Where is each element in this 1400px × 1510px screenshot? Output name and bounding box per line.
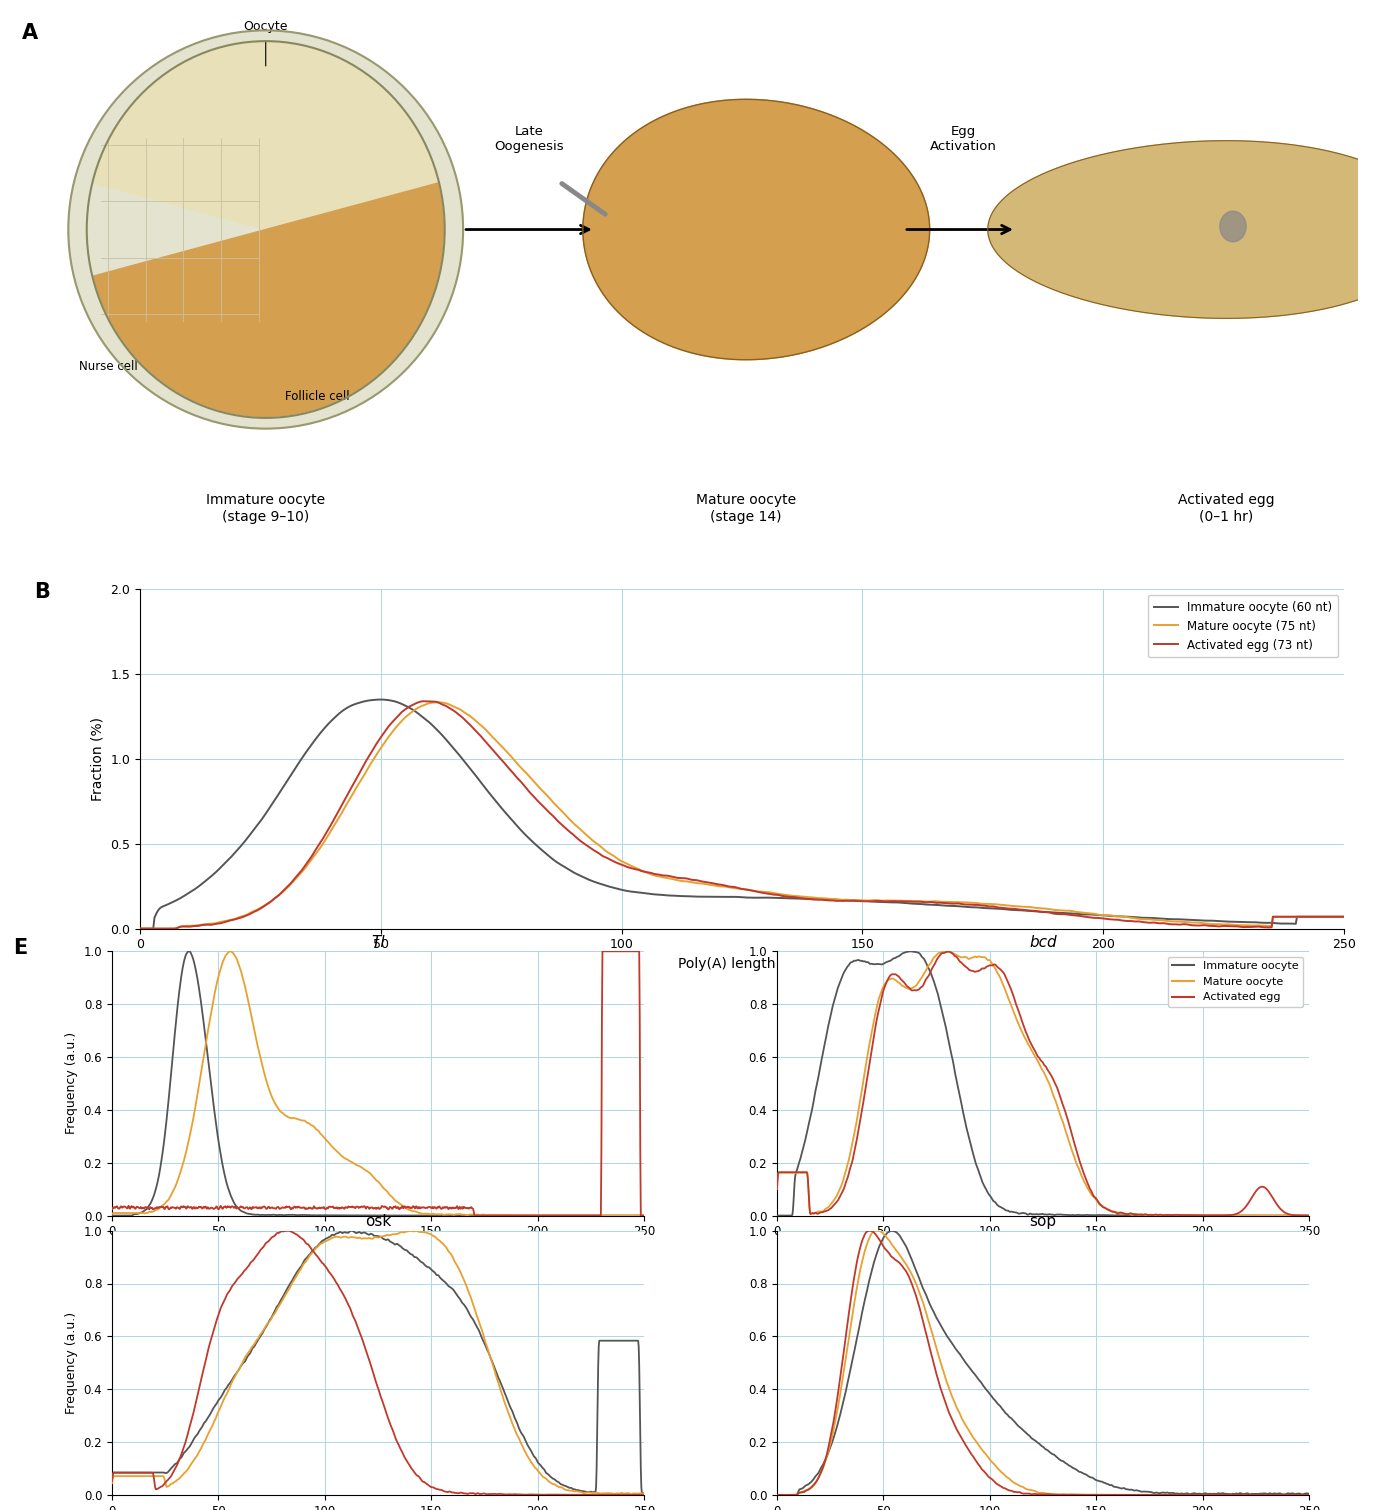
Polygon shape <box>988 140 1400 319</box>
Ellipse shape <box>69 30 463 429</box>
Mature oocyte (75 nt) <box>1071 903 1088 921</box>
Mature oocyte (75 nt) <box>428 693 445 711</box>
Activated egg (73 nt) <box>414 692 431 710</box>
Circle shape <box>1219 211 1246 242</box>
Text: E: E <box>13 938 27 957</box>
Y-axis label: Fraction (%): Fraction (%) <box>91 717 105 800</box>
Text: Egg
Activation: Egg Activation <box>930 125 997 153</box>
Title: osk: osk <box>365 1214 391 1229</box>
Immature oocyte (60 nt) <box>664 886 680 904</box>
Mature oocyte (75 nt) <box>1093 906 1110 924</box>
Text: Late
Oogenesis: Late Oogenesis <box>494 125 564 153</box>
Immature oocyte (60 nt) <box>1071 904 1088 923</box>
Legend: Immature oocyte, Mature oocyte, Activated egg: Immature oocyte, Mature oocyte, Activate… <box>1168 957 1303 1007</box>
Activated egg (73 nt) <box>1093 909 1110 927</box>
Activated egg (73 nt) <box>255 898 272 917</box>
Activated egg (73 nt) <box>132 920 148 938</box>
Text: A: A <box>22 23 38 42</box>
Mature oocyte (75 nt) <box>255 897 272 915</box>
Immature oocyte (60 nt) <box>620 882 637 900</box>
X-axis label: Poly(A) length (nt): Poly(A) length (nt) <box>679 957 805 971</box>
Legend: Immature oocyte (60 nt), Mature oocyte (75 nt), Activated egg (73 nt): Immature oocyte (60 nt), Mature oocyte (… <box>1148 595 1338 657</box>
Activated egg (73 nt) <box>620 858 637 876</box>
Title: bcd: bcd <box>1029 935 1057 950</box>
Line: Activated egg (73 nt): Activated egg (73 nt) <box>140 701 1344 929</box>
Mature oocyte (75 nt) <box>620 855 637 873</box>
Immature oocyte (60 nt) <box>372 690 389 708</box>
Y-axis label: Frequency (a.u.): Frequency (a.u.) <box>64 1033 78 1134</box>
Activated egg (73 nt) <box>959 895 976 914</box>
Text: Nurse cell: Nurse cell <box>78 359 137 373</box>
Immature oocyte (60 nt) <box>959 898 976 917</box>
Immature oocyte (60 nt) <box>1093 906 1110 924</box>
Title: Tl: Tl <box>371 935 385 950</box>
Activated egg (73 nt) <box>664 867 680 885</box>
Immature oocyte (60 nt) <box>1336 908 1352 926</box>
Text: Mature oocyte
(stage 14): Mature oocyte (stage 14) <box>696 494 797 524</box>
Immature oocyte (60 nt) <box>132 920 148 938</box>
Polygon shape <box>582 100 930 359</box>
Line: Mature oocyte (75 nt): Mature oocyte (75 nt) <box>140 702 1344 929</box>
Activated egg (73 nt) <box>1336 908 1352 926</box>
Y-axis label: Frequency (a.u.): Frequency (a.u.) <box>64 1312 78 1413</box>
Mature oocyte (75 nt) <box>132 920 148 938</box>
Text: Follicle cell: Follicle cell <box>286 391 350 403</box>
Text: Immature oocyte
(stage 9–10): Immature oocyte (stage 9–10) <box>206 494 325 524</box>
Text: Activated egg
(0–1 hr): Activated egg (0–1 hr) <box>1177 494 1275 524</box>
Activated egg (73 nt) <box>1071 908 1088 926</box>
Mature oocyte (75 nt) <box>664 870 680 888</box>
Title: sop: sop <box>1029 1214 1057 1229</box>
Immature oocyte (60 nt) <box>255 809 272 827</box>
Text: B: B <box>34 583 50 602</box>
Mature oocyte (75 nt) <box>959 894 976 912</box>
Text: Oocyte: Oocyte <box>244 21 288 33</box>
Line: Immature oocyte (60 nt): Immature oocyte (60 nt) <box>140 699 1344 929</box>
Mature oocyte (75 nt) <box>1336 908 1352 926</box>
Polygon shape <box>94 42 438 230</box>
Polygon shape <box>94 183 444 417</box>
